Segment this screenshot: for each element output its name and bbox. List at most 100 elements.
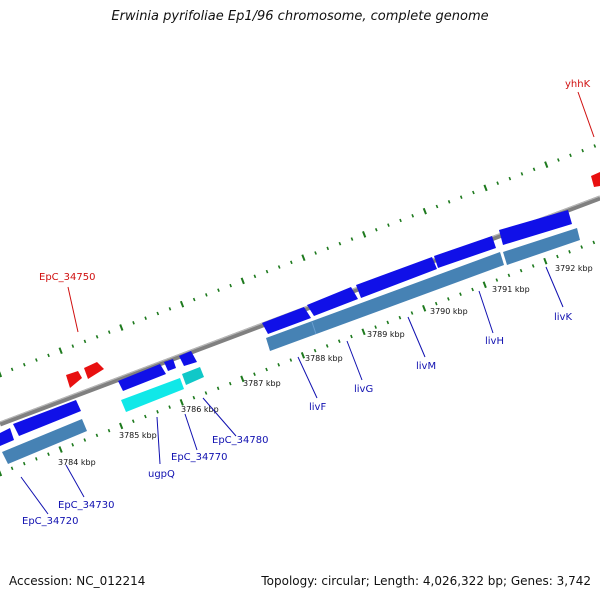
outer-track-tick (459, 195, 463, 199)
outer-track-tick (472, 190, 475, 195)
tick-label-3792: 3792 kbp (555, 264, 593, 273)
outer-track-tick (265, 269, 269, 274)
inner-track-tick (337, 339, 341, 343)
leader-epc-34770 (184, 413, 198, 451)
gene-feature-livh[interactable] (434, 236, 496, 268)
inner-track-tick (289, 358, 293, 362)
gene-label-epc-34730[interactable]: EpC_34730 (58, 500, 114, 511)
inner-track-tick (35, 457, 38, 461)
label-leader-lines (20, 91, 595, 515)
tick-label-3784: 3784 kbp (58, 458, 96, 467)
gene-label-livh[interactable]: livH (485, 336, 504, 347)
gene-label-yhhk[interactable]: yhhK (565, 79, 591, 90)
gene-feature-yhhk[interactable] (591, 172, 600, 187)
gene-label-epc-34770[interactable]: EpC_34770 (171, 452, 227, 463)
outer-track-tick (338, 241, 342, 246)
inner-track-tick (543, 257, 548, 265)
outer-track-tick (229, 283, 232, 288)
gene-feature-livf[interactable] (262, 307, 311, 334)
inner-track-tick (10, 466, 14, 471)
gene-label-livm[interactable]: livM (416, 361, 436, 372)
gene-feature-epc-34730[interactable] (13, 400, 81, 436)
inner-track-tick (253, 372, 256, 376)
outer-track-tick (47, 353, 50, 358)
gene-feature-epc-34780-cds[interactable] (182, 367, 204, 385)
leader-livh (478, 290, 494, 334)
gene-label-livg[interactable]: livG (354, 384, 373, 395)
outer-track-tick (581, 148, 584, 153)
gene-feature-livk[interactable] (499, 210, 572, 245)
outer-track-tick (240, 277, 245, 285)
gene-feature-livg[interactable] (307, 287, 358, 316)
leader-yhhk (577, 91, 595, 138)
gene-label-livk[interactable]: livK (554, 312, 572, 323)
gene-feature-epc-34780[interactable] (179, 351, 197, 366)
outer-track-tick (301, 254, 306, 262)
gene-label-epc-34750[interactable]: EpC_34750 (39, 272, 95, 283)
outer-track-tick (362, 231, 367, 238)
inner-track-tick (83, 438, 87, 442)
outer-track-tick (374, 227, 378, 232)
inner-track-tick (374, 325, 377, 329)
tick-label-3788: 3788 kbp (305, 354, 343, 363)
gene-label-epc-34780[interactable]: EpC_34780 (212, 435, 268, 446)
gene-feature-epc-34720[interactable] (0, 428, 14, 446)
gene-feature-livm[interactable] (356, 257, 437, 298)
red-gene-features (66, 172, 600, 388)
map-title: Erwinia pyrifoliae Ep1/96 chromosome, co… (111, 9, 489, 24)
outer-track-tick (95, 335, 99, 339)
inner-track-tick (156, 410, 159, 414)
inner-track-tick (386, 320, 390, 325)
outer-track-tick (132, 321, 135, 325)
outer-track-tick (422, 207, 427, 215)
inner-track-tick (507, 273, 511, 278)
inner-track-tick (131, 419, 135, 423)
gene-labels: EpC_34720 EpC_34730 ugpQ EpC_34770 EpC_3… (22, 79, 591, 527)
outer-track-tick (71, 344, 75, 348)
outer-track-tick (520, 172, 524, 176)
leader-ugpq (156, 416, 161, 465)
gene-label-livf[interactable]: livF (309, 402, 326, 413)
inner-track-tick (300, 352, 306, 359)
leader-livk (545, 266, 564, 308)
inner-track-tick (422, 304, 427, 312)
outer-track-tick (217, 288, 220, 292)
cds-bar-liv[interactable] (266, 252, 504, 351)
outer-track-tick (399, 218, 402, 223)
inner-track-tick (265, 367, 268, 372)
genome-stats-text: Topology: circular; Length: 4,026,322 bp… (261, 574, 591, 588)
cds-bars (2, 228, 580, 464)
gene-feature-ugpq[interactable] (118, 364, 166, 391)
tick-label-3791: 3791 kbp (492, 285, 530, 294)
gene-feature-epc-34750-b[interactable] (84, 362, 104, 379)
outer-track-tick (496, 181, 500, 185)
accession-text: Accession: NC_012214 (9, 574, 146, 588)
blue-gene-features (0, 210, 572, 446)
inner-track-tick (361, 328, 366, 336)
outer-track-tick (144, 316, 147, 320)
outer-track-tick (83, 339, 87, 344)
outer-track-tick (119, 324, 124, 331)
gene-feature-epc-34750-a[interactable] (66, 371, 82, 388)
inner-track-tick (168, 405, 171, 409)
outer-track-tick (544, 161, 549, 168)
outer-track-tick (253, 274, 257, 279)
gene-feature-epc-34770[interactable] (164, 359, 176, 371)
inner-track-tick (519, 268, 523, 273)
inner-track-tick (325, 344, 329, 348)
gene-feature-ugpq-cds[interactable] (121, 378, 184, 412)
gene-label-epc-34720[interactable]: EpC_34720 (22, 516, 78, 527)
inner-track-tick (192, 395, 196, 400)
outer-track-tick (58, 347, 63, 355)
outer-track-tick (483, 184, 488, 192)
outer-track-tick (387, 223, 390, 227)
gene-label-ugpq[interactable]: ugpQ (148, 469, 175, 480)
cds-bar-left[interactable] (2, 419, 87, 464)
inner-track-tick (95, 433, 99, 438)
inner-track-tick (228, 381, 232, 386)
outer-track-tick (435, 204, 439, 209)
inner-track-tick (0, 470, 3, 477)
outer-track-tick (35, 358, 38, 362)
cds-bar-livk[interactable] (503, 228, 580, 265)
